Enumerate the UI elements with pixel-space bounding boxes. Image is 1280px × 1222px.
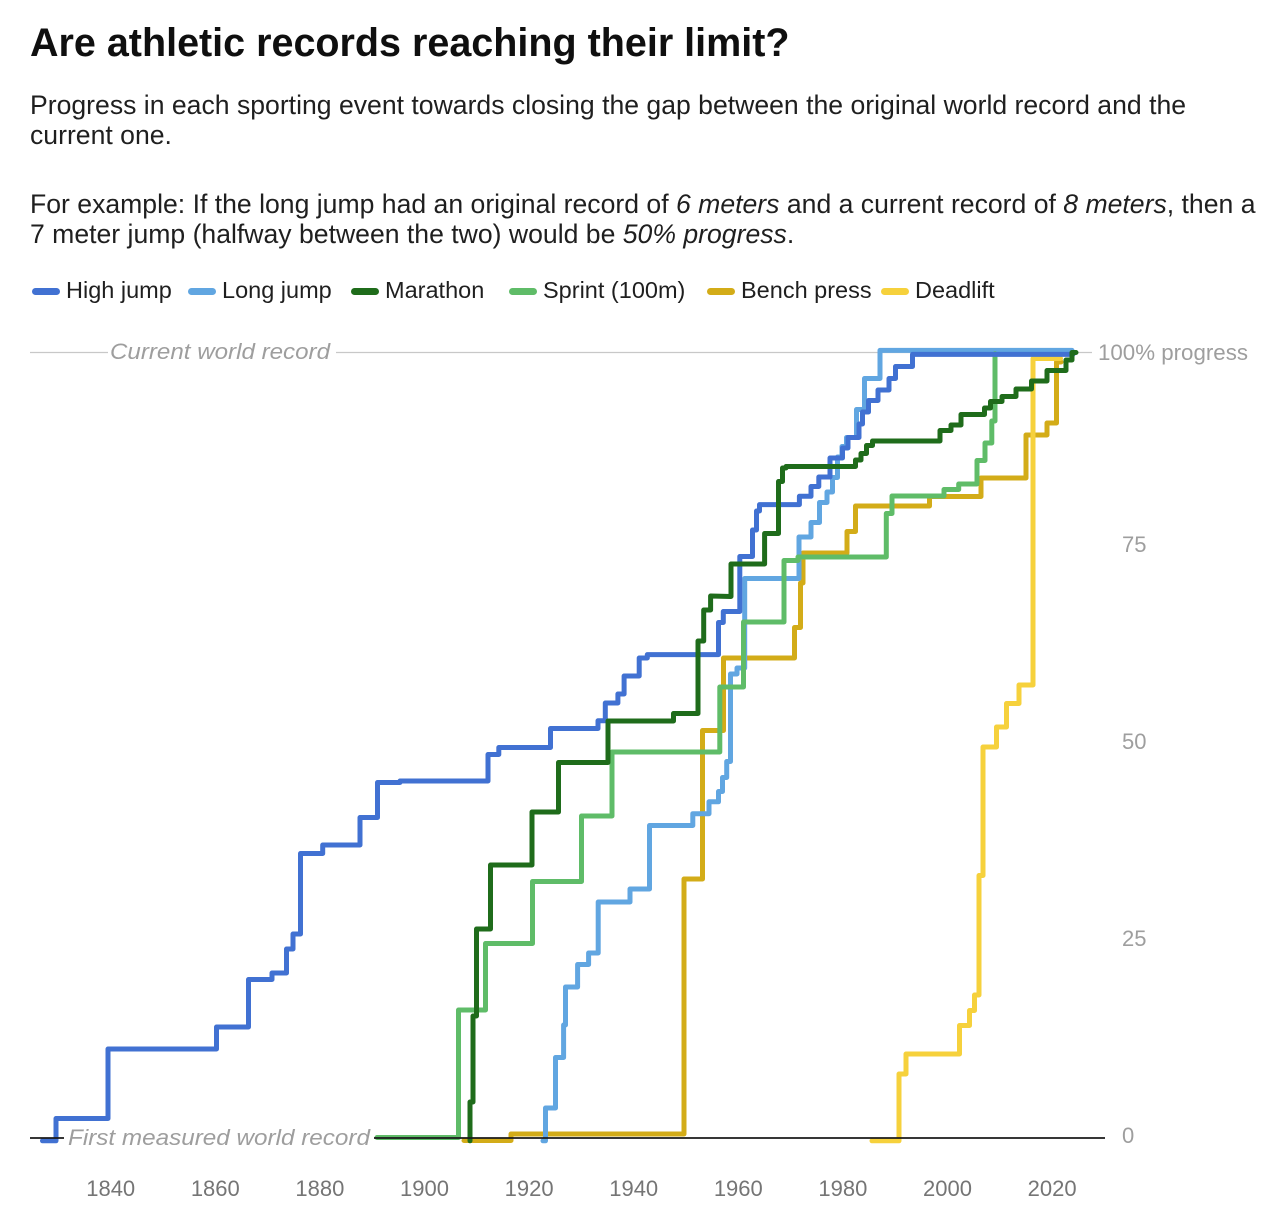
svg-text:100% progress: 100% progress <box>1098 340 1248 365</box>
svg-text:1840: 1840 <box>86 1176 135 1201</box>
svg-text:1960: 1960 <box>714 1176 763 1201</box>
svg-text:2020: 2020 <box>1028 1176 1077 1201</box>
svg-text:1860: 1860 <box>191 1176 240 1201</box>
svg-text:25: 25 <box>1122 926 1146 951</box>
svg-text:75: 75 <box>1122 532 1146 557</box>
svg-text:1920: 1920 <box>505 1176 554 1201</box>
svg-text:Current world record: Current world record <box>110 339 331 364</box>
svg-text:1880: 1880 <box>295 1176 344 1201</box>
svg-text:0: 0 <box>1122 1123 1134 1148</box>
svg-text:1940: 1940 <box>609 1176 658 1201</box>
svg-text:50: 50 <box>1122 729 1146 754</box>
svg-text:2000: 2000 <box>923 1176 972 1201</box>
svg-text:1980: 1980 <box>818 1176 867 1201</box>
svg-text:First measured world record: First measured world record <box>68 1125 371 1150</box>
svg-text:1900: 1900 <box>400 1176 449 1201</box>
